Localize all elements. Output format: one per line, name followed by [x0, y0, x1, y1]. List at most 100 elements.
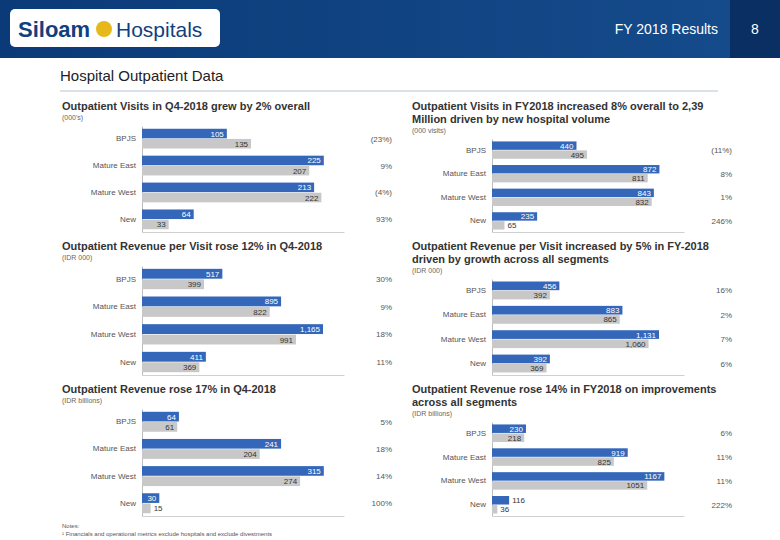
- data-label: 61: [165, 423, 174, 432]
- growth-label: (11%): [711, 146, 732, 155]
- growth-label: 8%: [720, 170, 732, 179]
- data-label: 204: [243, 450, 257, 459]
- data-label: 495: [571, 151, 585, 160]
- value-axis: [143, 375, 345, 376]
- background: [0, 0, 780, 540]
- header-title: FY 2018 Results: [615, 21, 718, 37]
- growth-label: 11%: [717, 453, 732, 462]
- bars: [142, 412, 324, 513]
- bar: [142, 209, 194, 219]
- data-label: 811: [632, 174, 645, 183]
- category-tick: Mature East: [93, 302, 137, 311]
- bar: [142, 493, 159, 503]
- data-label: 213: [298, 183, 312, 192]
- category-label: New: [470, 359, 486, 368]
- growth-label: 6%: [720, 429, 732, 438]
- growth-label: 9%: [380, 162, 392, 171]
- chart-subtitle: (IDR billions): [412, 410, 452, 418]
- chart-title: Outpatient Revenue per Visit increased b…: [412, 240, 709, 265]
- bar: [142, 412, 179, 422]
- value-axis-line: [493, 232, 685, 233]
- data-label: 822: [253, 308, 267, 317]
- growth-label: 246%: [712, 217, 732, 226]
- category-label: Mature East: [443, 310, 487, 319]
- category-tick: New: [470, 500, 486, 509]
- bar: [492, 505, 497, 513]
- data-label: 843: [637, 189, 651, 198]
- category-label: Mature West: [441, 193, 487, 202]
- data-label: 392: [534, 355, 548, 364]
- bar: [492, 496, 509, 504]
- category-tick: New: [470, 216, 486, 225]
- category-label: BPJS: [116, 275, 136, 284]
- category-label: Mature East: [93, 302, 137, 311]
- category-tick: BPJS: [466, 286, 486, 295]
- category-tick: Mature West: [441, 476, 487, 485]
- category-tick: BPJS: [116, 134, 136, 143]
- bars: [492, 141, 659, 229]
- header-band: [0, 0, 780, 58]
- category-tick: BPJS: [466, 429, 486, 438]
- bar: [142, 476, 300, 486]
- bar: [492, 165, 659, 173]
- bar: [492, 291, 550, 300]
- chart: Outpatient Visits in Q4-2018 grew by 2% …: [62, 100, 392, 233]
- data-label: 235: [521, 212, 535, 221]
- value-axis-line: [143, 375, 345, 376]
- title-line: Outpatient Visits in FY2018 increased 8%…: [412, 100, 703, 112]
- category-label: Mature West: [91, 472, 137, 481]
- data-label: 411: [190, 353, 203, 362]
- data-label: 991: [280, 336, 294, 345]
- bar: [492, 472, 664, 480]
- bar: [492, 330, 659, 339]
- data-label: 36: [500, 505, 509, 514]
- data-label: 33: [157, 220, 166, 229]
- bar: [492, 150, 587, 158]
- category-axis: BPJS Mature East Mature West New: [441, 423, 493, 517]
- bar: [142, 183, 314, 193]
- bar: [492, 448, 628, 456]
- data-label: 207: [293, 167, 307, 176]
- category-label: Mature East: [93, 161, 137, 170]
- page-number: 8: [751, 21, 759, 37]
- data-label: 456: [543, 282, 557, 291]
- title-line: Million driven by new hospital volume: [412, 113, 610, 125]
- data-labels: 64241315306120427415: [147, 413, 321, 514]
- bar: [492, 174, 648, 182]
- category-axis: BPJSMature EastMature WestNew: [91, 267, 143, 376]
- growth-label: 100%: [372, 499, 392, 508]
- growth-label: 6%: [720, 360, 732, 369]
- bar: [492, 457, 614, 465]
- data-label: 895: [265, 297, 279, 306]
- bars: [142, 269, 323, 372]
- bar: [492, 221, 504, 229]
- page-number-box: [730, 0, 780, 58]
- data-label: 116: [512, 496, 525, 505]
- bar: [492, 212, 537, 220]
- chart-subtitle: (IDR 000): [62, 254, 92, 262]
- bar: [492, 306, 622, 315]
- data-label: 64: [182, 210, 191, 219]
- data-label: 315: [307, 467, 321, 476]
- data-label: 865: [603, 315, 617, 324]
- growth-label: 7%: [720, 335, 732, 344]
- growth-label: 2%: [720, 311, 732, 320]
- title-line: Outpatient Revenue per Visit increased b…: [412, 240, 709, 252]
- chart-subtitle: (IDR 000): [412, 267, 442, 275]
- bar: [142, 297, 281, 307]
- bar: [142, 129, 227, 139]
- logo-left: Siloam: [18, 17, 90, 42]
- bar: [142, 220, 169, 230]
- category-label: New: [470, 216, 486, 225]
- category-label: Mature West: [441, 335, 487, 344]
- category-tick: Mature East: [93, 161, 137, 170]
- bars: [142, 129, 324, 229]
- section-rule: [60, 91, 718, 92]
- category-label: BPJS: [466, 429, 486, 438]
- data-label: 1,131: [636, 331, 657, 340]
- chart: Outpatient Revenue rose 14% in FY2018 on…: [412, 383, 732, 517]
- growth-label: 14%: [376, 472, 392, 481]
- bar: [492, 141, 576, 149]
- category-tick: Mature East: [443, 453, 487, 462]
- category-label: Mature East: [443, 169, 487, 178]
